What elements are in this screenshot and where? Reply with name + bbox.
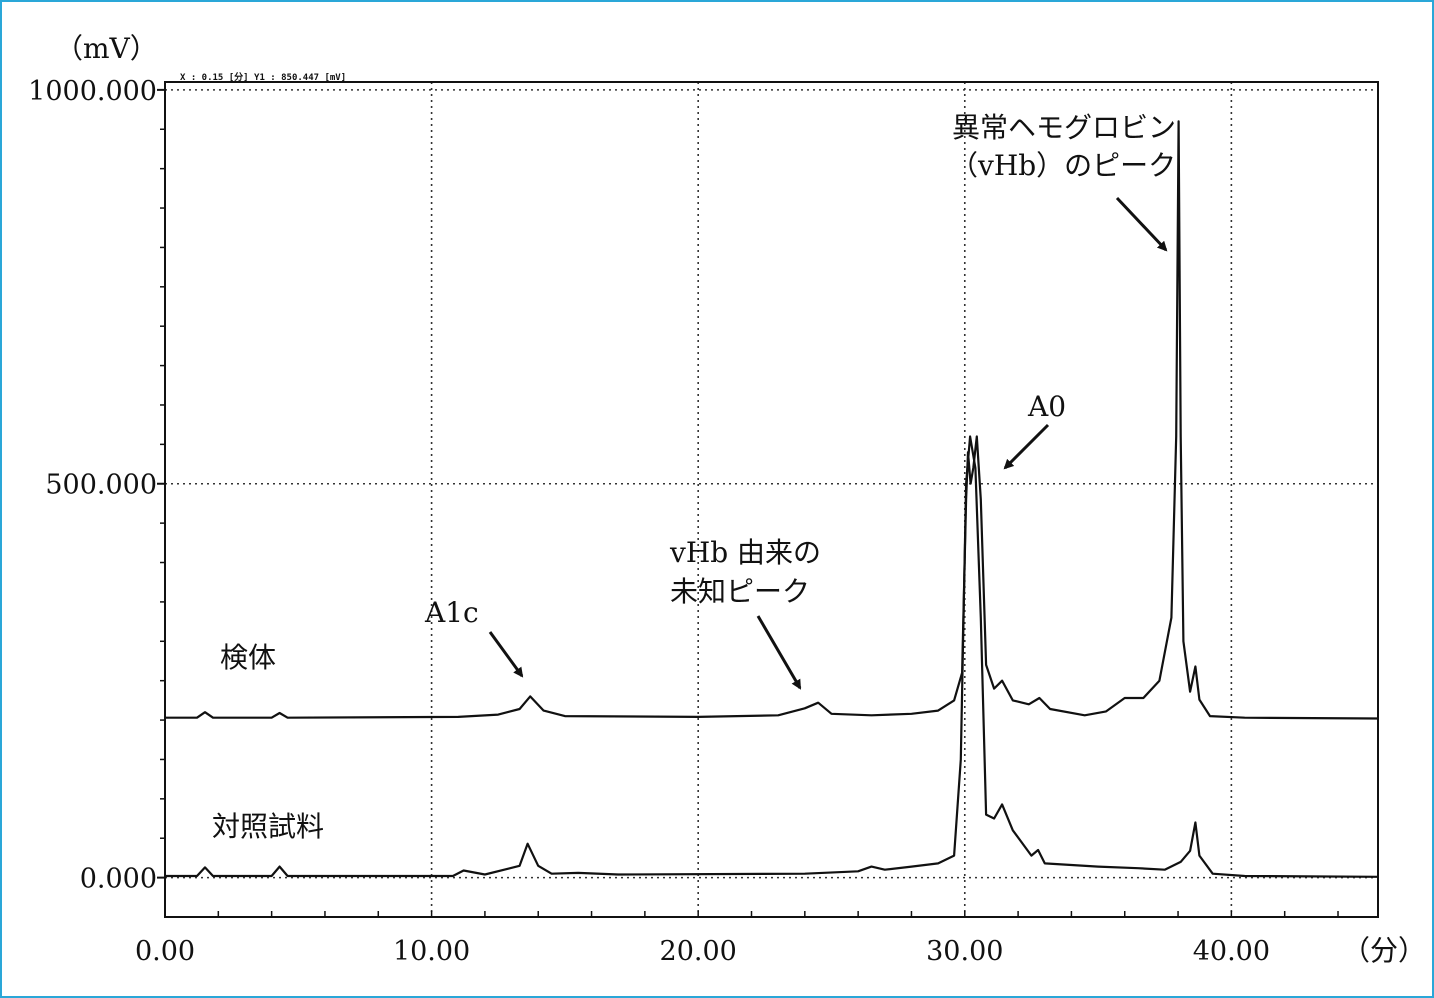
annotation-a0: A0 [1027, 390, 1066, 423]
series-line-control [165, 435, 1379, 878]
y-tick-label: 500.000 [45, 470, 157, 501]
series-label-sample: 検体 [220, 641, 276, 674]
arrow-vhb-peak [1115, 196, 1168, 252]
arrow-a0 [1003, 423, 1050, 470]
x-axis-unit: （分） [1342, 934, 1426, 967]
y-tick-label: 1000.000 [28, 76, 157, 107]
series-line-sample [165, 120, 1379, 720]
y-tick-label: 0.000 [80, 864, 157, 895]
plot-frame [164, 81, 1379, 918]
series-label-control: 対照試料 [212, 810, 324, 843]
annotation-arrows [488, 196, 1168, 690]
annotation-unknown-peak-line1: vHb 由来の [669, 536, 821, 569]
annotation-unknown-peak-line2: 未知ピーク [670, 575, 810, 608]
annotation-vhb-peak-line1: 異常ヘモグロビン [952, 111, 1176, 144]
x-tick-label: 0.00 [135, 936, 195, 967]
y-axis-unit: （mV） [55, 32, 158, 65]
annotation-a1c: A1c [424, 596, 479, 629]
x-tick-label: 40.00 [1193, 936, 1270, 967]
arrow-a1c [488, 631, 524, 678]
arrow-unknown-peak [756, 615, 802, 690]
x-tick-label: 30.00 [926, 936, 1003, 967]
x-tick-label: 20.00 [660, 936, 737, 967]
header-readout: X : 0.15 [分] Y1 : 850.447 [mV] [180, 71, 346, 83]
annotation-vhb-peak-line2: （vHb）のピーク [950, 149, 1176, 182]
x-tick-label: 10.00 [393, 936, 470, 967]
